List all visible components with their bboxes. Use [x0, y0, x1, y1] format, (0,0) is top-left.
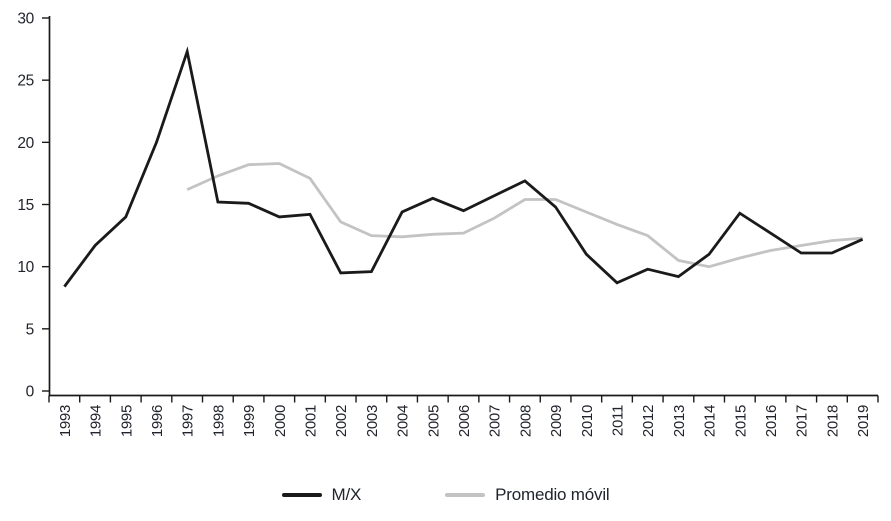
legend-label-mx: M/X: [331, 485, 362, 504]
x-tick-label: 2015: [732, 405, 749, 437]
x-tick-label: 1995: [118, 405, 135, 437]
x-tick-label: 2012: [640, 405, 657, 437]
x-tick-label: 2019: [855, 405, 872, 437]
x-tick-label: 1997: [180, 405, 197, 437]
x-tick-label: 2017: [794, 405, 811, 437]
legend-item-promedio-movil: Promedio móvil: [445, 485, 610, 505]
y-tick-label: 10: [17, 259, 34, 276]
y-tick-label: 25: [17, 73, 34, 90]
x-tick-label: 1996: [149, 405, 166, 437]
y-tick-label: 0: [26, 384, 35, 401]
legend-swatch-mx: [281, 493, 322, 497]
legend-label-promedio-movil: Promedio móvil: [495, 485, 610, 504]
legend-item-mx: M/X: [281, 485, 362, 505]
x-tick-label: 1994: [88, 405, 105, 437]
x-tick-label: 2018: [824, 405, 841, 437]
y-tick-label: 15: [17, 197, 34, 214]
x-tick-label: 2005: [425, 405, 442, 437]
x-tick-label: 2014: [702, 405, 719, 437]
x-tick-label: 1993: [57, 405, 74, 437]
chart-canvas: 0 5 10 15 20 25 30 1993 1994 1995 1996 1997 1998 1999…: [17, 11, 879, 437]
x-tick-label: 2006: [456, 405, 473, 437]
x-tick-label: 2011: [610, 405, 627, 436]
y-tick-label: 5: [26, 321, 34, 338]
x-tick-label: 2003: [364, 405, 381, 437]
x-tick-label: 1999: [241, 405, 258, 437]
chart-legend: M/X Promedio móvil: [0, 485, 891, 505]
series-line-promedio-m-vil: [186, 162, 863, 269]
x-tick-label: 2007: [487, 405, 504, 437]
x-tick-label: 2008: [517, 405, 534, 437]
x-tick-label: 2013: [671, 405, 688, 437]
x-tick-label: 2016: [763, 405, 780, 437]
x-tick-label: 2010: [579, 405, 596, 437]
legend-swatch-promedio-movil: [445, 493, 486, 497]
series-line-m-x: [63, 46, 864, 288]
y-tick-label: 30: [17, 11, 34, 28]
y-tick-label: 20: [17, 135, 34, 152]
x-tick-label: 2002: [333, 405, 350, 437]
x-tick-label: 2009: [548, 405, 565, 437]
x-tick-label: 2004: [395, 405, 412, 437]
x-tick-label: 2000: [272, 405, 289, 437]
x-tick-label: 2001: [302, 405, 319, 437]
x-tick-label: 1998: [210, 405, 227, 437]
